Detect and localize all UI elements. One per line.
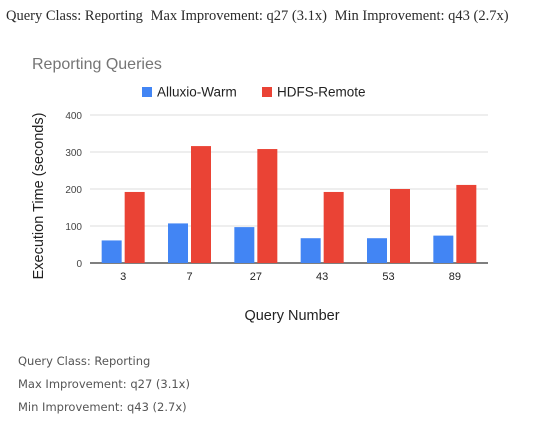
footer-query-class: Query Class: Reporting	[18, 354, 151, 368]
y-tick-label: 200	[65, 185, 82, 196]
footer-max-improvement: Max Improvement: q27 (3.1x)	[18, 377, 190, 391]
y-tick-labels: 0 100 200 300 400	[65, 111, 82, 270]
bar-hdfs-remote-q43	[323, 191, 344, 263]
footer-min-improvement: Min Improvement: q43 (2.7x)	[18, 400, 187, 414]
bar-alluxio-warm-q7	[168, 223, 188, 263]
legend: Alluxio-Warm HDFS-Remote	[142, 85, 366, 100]
x-tick-label: 3	[120, 271, 126, 283]
y-tick-label: 100	[65, 222, 82, 233]
bar-alluxio-warm-q27	[234, 227, 255, 263]
chart-container: Reporting Queries Alluxio-Warm HDFS-Remot…	[0, 40, 554, 340]
legend-label: HDFS-Remote	[277, 85, 366, 100]
header-min-improvement: Min Improvement: q43 (2.7x)	[334, 8, 509, 24]
bar-hdfs-remote-q7	[191, 146, 211, 263]
legend-label: Alluxio-Warm	[157, 85, 237, 100]
y-tick-label: 400	[65, 111, 82, 122]
x-tick-label: 7	[186, 271, 192, 283]
bar-alluxio-warm-q53	[367, 238, 387, 263]
bar-chart: Reporting Queries Alluxio-Warm HDFS-Remot…	[31, 56, 488, 324]
header-query-class: Query Class: Reporting	[6, 8, 143, 24]
chart-title: Reporting Queries	[32, 56, 162, 73]
x-tick-label: 53	[382, 271, 394, 283]
footer-summary: Query Class: Reporting Max Improvement: …	[18, 350, 190, 419]
x-tick-label: 43	[316, 271, 328, 283]
bar-alluxio-warm-q89	[433, 235, 454, 263]
header-summary: Query Class: Reporting Max Improvement: …	[6, 8, 513, 25]
grid-lines	[90, 114, 488, 264]
bar-alluxio-warm-q43	[300, 238, 321, 263]
y-tick-label: 300	[65, 148, 82, 159]
y-axis-label: Execution Time (seconds)	[31, 113, 47, 280]
y-tick-label: 0	[76, 259, 82, 270]
x-tick-label: 27	[250, 271, 262, 283]
x-axis-label: Query Number	[244, 308, 339, 324]
x-tick-labels: 3 7 27 43 53 89	[120, 271, 461, 283]
x-tick-label: 89	[449, 271, 461, 283]
bar-hdfs-remote-q53	[390, 189, 410, 263]
bar-alluxio-warm-q3	[101, 240, 122, 263]
bars	[101, 146, 477, 263]
bar-hdfs-remote-q27	[257, 149, 278, 263]
bar-hdfs-remote-q89	[456, 184, 477, 263]
bar-hdfs-remote-q3	[124, 191, 145, 263]
legend-swatch	[142, 87, 152, 97]
header-max-improvement: Max Improvement: q27 (3.1x)	[150, 8, 327, 24]
legend-swatch	[262, 87, 272, 97]
